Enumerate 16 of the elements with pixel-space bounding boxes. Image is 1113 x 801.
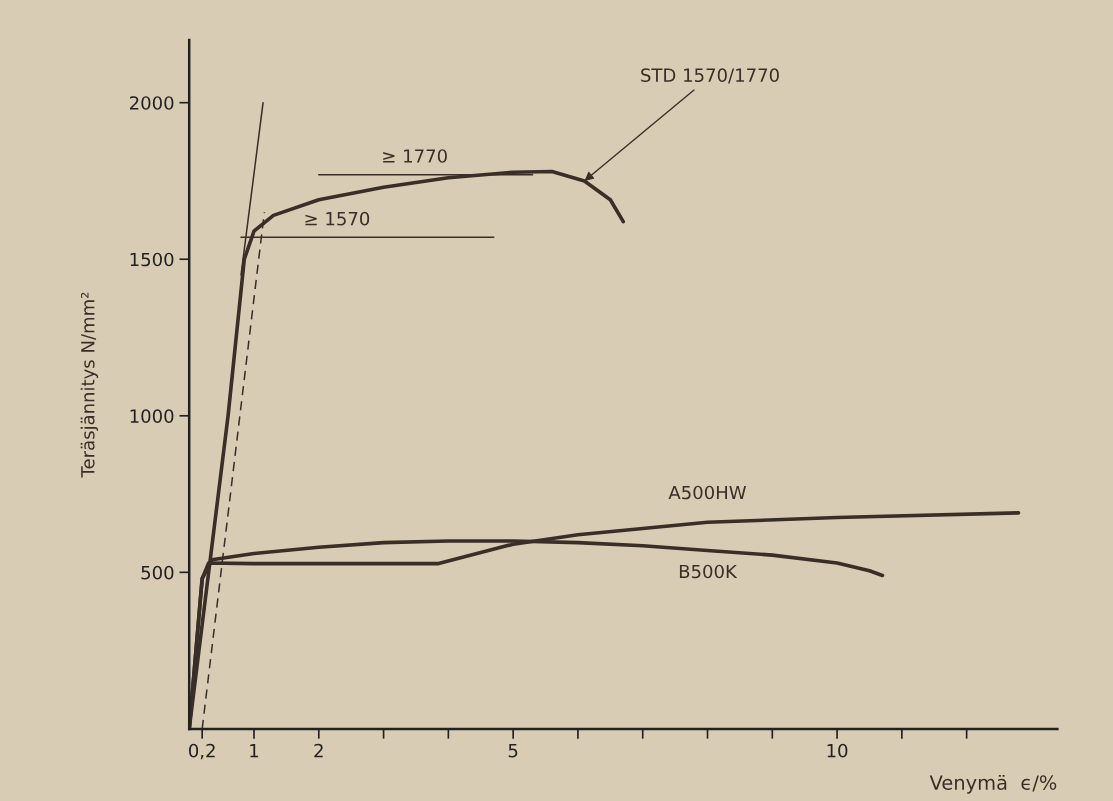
- x-tick-label: 1: [250, 744, 259, 758]
- x-axis-title: Venymä ϵ/%: [929, 774, 1057, 794]
- series-label: ≥ 1570: [305, 211, 370, 226]
- x-tick-label: 0,2: [189, 743, 215, 760]
- y-tick-label: 2000: [130, 96, 174, 110]
- x-tick-label: 5: [508, 744, 518, 758]
- x-tick-label: 10: [827, 743, 848, 758]
- series-label: B500K: [679, 564, 738, 579]
- y-axis-title: Teräsjännitys N/mm²: [80, 292, 99, 478]
- y-tick-label: 500: [141, 565, 174, 580]
- x-tick-label: 2: [314, 743, 323, 758]
- y-tick-label: 1000: [130, 409, 174, 423]
- series-label: ≥ 1770: [383, 149, 447, 163]
- series-label: A500HW: [668, 485, 747, 500]
- text: STD 1570/1770: [641, 68, 779, 84]
- y-tick-label: 1500: [130, 252, 174, 267]
